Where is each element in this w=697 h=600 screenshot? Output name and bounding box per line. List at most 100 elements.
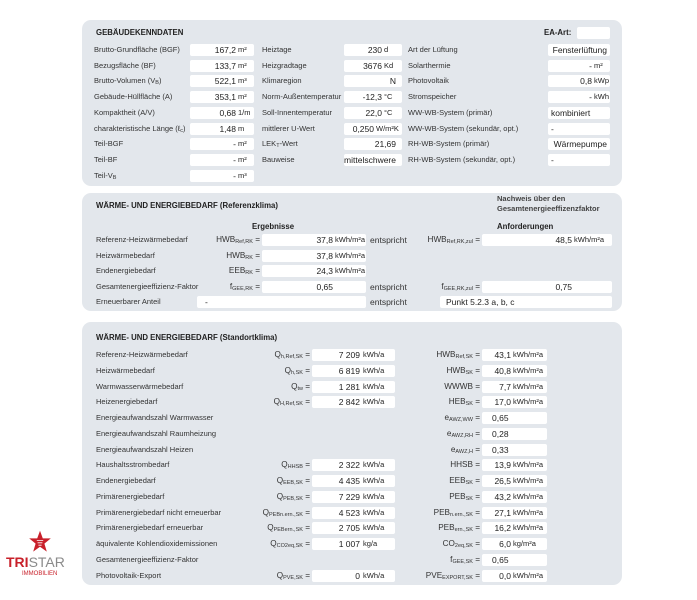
building-label-end: ) [158, 76, 162, 86]
site-indicator-symbol: eAWZ,H = [451, 444, 480, 458]
climate-field-value: 21,69 [374, 139, 396, 150]
system-field-text: Wärmepumpe [553, 139, 607, 150]
system-label-text: RH-WB-System (sekundär, opt.) [408, 154, 516, 164]
site-unit: kWh/a [363, 460, 385, 470]
site-label: Heizwärmebedarf [96, 365, 155, 375]
site-field: 1 281 kWh/a [312, 380, 395, 393]
site-value: 0 [355, 570, 360, 581]
site-indicator-symbol-base: HWB [436, 350, 456, 359]
site-indicator-value: 17,0 [494, 397, 511, 408]
reference-label: Endenergiebedarf [96, 266, 156, 275]
site-symbol-sub: h,SK [291, 369, 303, 376]
climate-field-unit: Kd [384, 60, 394, 70]
site-symbol: QPVE,SK = [277, 570, 310, 584]
climate-field: N [344, 75, 402, 88]
site-symbol-base: Q [284, 365, 291, 375]
building-field-unit: m² [238, 60, 247, 70]
climate-field-value: mittelschwere [344, 154, 396, 165]
building-label: Teil-BF [94, 154, 117, 166]
site-indicator-field: 16,2 kWh/m²a [482, 522, 547, 535]
site-indicator-symbol-sub: SK [465, 495, 473, 502]
building-field: 353,1 m² [190, 91, 254, 104]
system-field: Fensterlüftung [548, 44, 610, 56]
climate-label-text: Soll-Innentemperatur [262, 107, 333, 117]
system-field-text: kombiniert [551, 107, 591, 118]
site-symbol-base: Q [281, 460, 288, 470]
reference-climate-panel: WÄRME- UND ENERGIEBEDARF (Referenzklima)… [82, 193, 622, 311]
site-indicator-field: 26,5 kWh/m²a [482, 475, 547, 487]
reference-label: Heizwärmebedarf [96, 250, 155, 260]
climate-field-value: -12,3 [362, 92, 382, 103]
site-value: 2 705 [338, 523, 360, 534]
system-label: WW-WB-System (primär) [408, 107, 492, 119]
reference-symbol-base: f [229, 281, 233, 291]
system-field: - [548, 153, 610, 166]
reference-label: Gesamtenergieeffizienz-Faktor [96, 281, 199, 291]
site-value: 6 819 [338, 365, 360, 376]
climate-field: mittelschwere [344, 153, 402, 166]
site-value: 4 435 [338, 476, 360, 486]
reference-field-unit: kWh/m²a [335, 250, 365, 260]
site-label: Photovoltaik-Export [96, 570, 162, 580]
entspricht-label: entspricht [370, 281, 407, 292]
building-label-sub: c [180, 127, 183, 134]
site-label: Energieaufwandszahl Warmwasser [96, 413, 214, 422]
reference-symbol: EEBRK = [229, 265, 260, 279]
site-indicator-value: 43,1 [494, 350, 511, 360]
climate-label: Heizgradtage [262, 60, 307, 72]
site-indicator-symbol: PEBern.,SK = [438, 522, 480, 536]
climate-label: Bauweise [262, 154, 295, 166]
reference-field-value: 37,8 [316, 235, 333, 245]
site-indicator-text: 0,65 [492, 413, 509, 423]
site-symbol-sub: h,Ref,SK [280, 354, 303, 360]
site-indicator-field: 7,7 kWh/m²a [482, 380, 547, 393]
system-label-text: Photovoltaik [408, 76, 449, 86]
building-field-value: 522,1 [214, 76, 236, 87]
site-symbol-sub: PVE,SK [283, 574, 303, 581]
site-symbol-base: Q [276, 491, 284, 501]
building-field-value: 353,1 [214, 92, 236, 103]
building-label-text: Teil-BGF [94, 139, 124, 149]
building-field-unit: m² [238, 139, 247, 149]
entspricht-label: entspricht [370, 297, 407, 307]
site-indicator-symbol: eAWZ,RH = [447, 428, 480, 442]
site-symbol-base: Q [273, 397, 280, 407]
site-indicator-field: 0,65 [482, 412, 547, 424]
site-indicator-symbol-base: e [446, 428, 452, 438]
requirements-label: Anforderungen [497, 222, 554, 231]
site-symbol-eq: = [302, 397, 310, 407]
site-symbol-eq: = [302, 491, 310, 501]
climate-label-text: Heizgradtage [262, 60, 307, 70]
site-indicator-symbol: PEBSK = [449, 491, 480, 505]
requirement-field: 0,75 [482, 280, 612, 293]
site-indicator-symbol: WWWB = [444, 381, 480, 395]
site-label: Energieaufwandszahl Heizen [96, 444, 194, 454]
system-field: kombiniert [548, 106, 610, 119]
site-indicator-symbol-eq: = [472, 523, 480, 533]
site-indicator-field: 13,9 kWh/m²a [482, 459, 547, 472]
site-indicator-symbol-eq: = [472, 476, 480, 485]
site-indicator-symbol-eq: = [472, 554, 480, 564]
site-indicator-unit: kg/m²a [513, 539, 536, 548]
site-unit: kWh/a [363, 350, 385, 359]
site-indicator-unit: kWh/m²a [513, 507, 543, 517]
site-indicator-field: 43,2 kWh/m²a [482, 490, 547, 503]
site-indicator-symbol-base: EEB [449, 476, 466, 485]
climate-label-text: Heiztage [262, 45, 292, 54]
system-label: RH-WB-System (primär) [408, 138, 489, 150]
building-label-text: Kompaktheit (A/V) [94, 107, 155, 117]
system-field-value: - [589, 60, 592, 71]
reference-symbol-eq: = [252, 235, 260, 244]
system-field: - kWh [548, 91, 610, 104]
site-indicator-field: 0,0 kWh/m²a [482, 569, 547, 582]
building-field-unit: m³ [238, 76, 247, 86]
site-indicator-field: 6,0 kg/m²a [482, 538, 547, 550]
system-field-unit: kWp [594, 76, 609, 86]
entspricht-label: entspricht [370, 235, 407, 245]
nachweis-heading-1: Nachweis über den [497, 194, 566, 203]
site-unit: kWh/a [363, 507, 385, 517]
site-symbol-sub: H,Ref,SK [280, 401, 303, 408]
building-label-text: Teil-BF [94, 154, 118, 164]
building-label: Brutto-Volumen (VB) [94, 75, 161, 89]
site-indicator-symbol-base: e [450, 444, 456, 454]
